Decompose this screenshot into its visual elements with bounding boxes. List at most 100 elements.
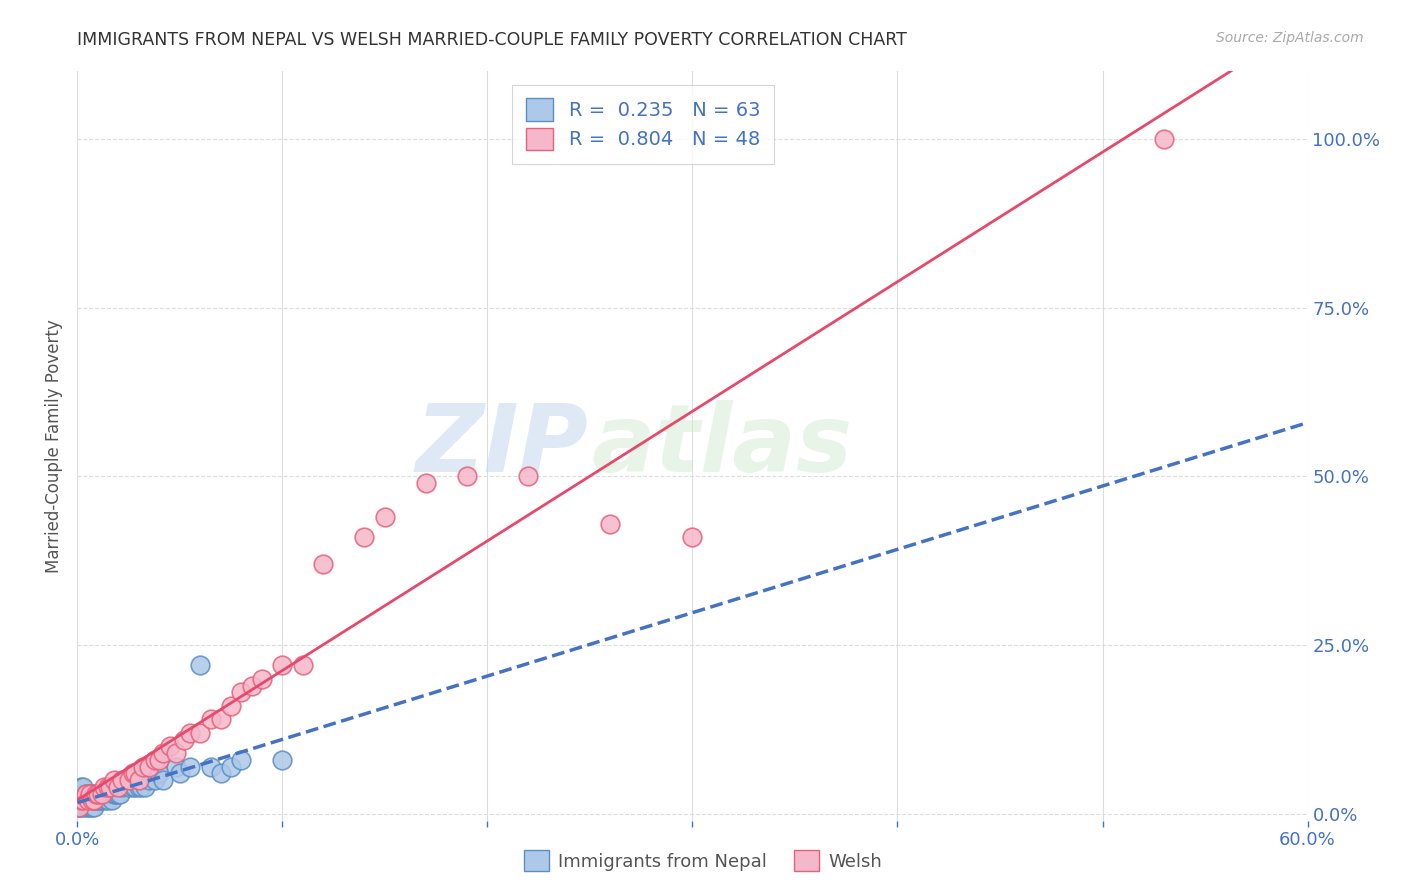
Point	[70, 780, 93, 794]
Point	[76, 800, 98, 814]
Point	[165, 746, 187, 760]
Point	[80, 787, 103, 801]
Point	[250, 672, 273, 686]
Point	[209, 712, 232, 726]
Point	[134, 780, 156, 794]
Point	[80, 793, 103, 807]
Point	[111, 773, 134, 788]
Point	[70, 793, 93, 807]
Point	[124, 780, 146, 794]
Point	[90, 787, 114, 801]
Point	[121, 780, 143, 794]
Text: atlas: atlas	[592, 400, 853, 492]
Point	[231, 753, 253, 767]
Point	[129, 780, 152, 794]
Point	[138, 759, 160, 773]
Point	[231, 685, 253, 699]
Point	[76, 787, 98, 801]
Point	[132, 759, 155, 773]
Point	[83, 800, 105, 814]
Text: Source: ZipAtlas.com: Source: ZipAtlas.com	[1216, 31, 1364, 45]
Point	[107, 780, 129, 794]
Point	[159, 739, 181, 754]
Point	[84, 793, 107, 807]
Point	[79, 800, 101, 814]
Point	[67, 793, 90, 807]
Point	[83, 793, 105, 807]
Point	[83, 793, 105, 807]
Point	[517, 469, 540, 483]
Point	[200, 759, 222, 773]
Point	[72, 787, 94, 801]
Point	[456, 469, 478, 483]
Point	[1153, 132, 1175, 146]
Point	[169, 766, 191, 780]
Point	[87, 787, 110, 801]
Point	[200, 712, 222, 726]
Text: IMMIGRANTS FROM NEPAL VS WELSH MARRIED-COUPLE FAMILY POVERTY CORRELATION CHART: IMMIGRANTS FROM NEPAL VS WELSH MARRIED-C…	[77, 31, 907, 49]
Point	[103, 787, 125, 801]
Point	[97, 793, 120, 807]
Point	[179, 726, 201, 740]
Point	[98, 787, 121, 801]
Point	[374, 509, 396, 524]
Point	[84, 787, 107, 801]
Point	[682, 530, 704, 544]
Point	[353, 530, 375, 544]
Point	[83, 787, 105, 801]
Point	[70, 793, 93, 807]
Text: ZIP: ZIP	[415, 400, 588, 492]
Point	[72, 793, 94, 807]
Point	[67, 787, 90, 801]
Point	[124, 766, 146, 780]
Point	[89, 793, 111, 807]
Point	[110, 787, 132, 801]
Point	[152, 773, 174, 788]
Point	[70, 787, 93, 801]
Point	[97, 787, 120, 801]
Point	[93, 780, 115, 794]
Point	[80, 800, 103, 814]
Point	[79, 787, 101, 801]
Point	[599, 516, 621, 531]
Point	[101, 793, 124, 807]
Point	[138, 773, 160, 788]
Point	[117, 773, 139, 788]
Legend: R =  0.235   N = 63, R =  0.804   N = 48: R = 0.235 N = 63, R = 0.804 N = 48	[513, 85, 773, 164]
Point	[75, 800, 97, 814]
Point	[79, 793, 101, 807]
Point	[84, 787, 107, 801]
Point	[105, 787, 128, 801]
Point	[165, 759, 187, 773]
Point	[312, 557, 335, 571]
Point	[76, 793, 98, 807]
Point	[103, 773, 125, 788]
Point	[219, 759, 242, 773]
Point	[128, 780, 150, 794]
Point	[70, 800, 93, 814]
Point	[271, 658, 294, 673]
Point	[67, 800, 90, 814]
Point	[107, 787, 129, 801]
Point	[148, 766, 170, 780]
Point	[72, 800, 94, 814]
Point	[87, 787, 110, 801]
Point	[121, 766, 143, 780]
Point	[143, 773, 166, 788]
Point	[93, 787, 115, 801]
Point	[79, 787, 101, 801]
Point	[291, 658, 314, 673]
Point	[148, 753, 170, 767]
Point	[111, 780, 134, 794]
Point	[90, 793, 114, 807]
Point	[173, 732, 195, 747]
Point	[179, 759, 201, 773]
Point	[97, 780, 120, 794]
Point	[90, 787, 114, 801]
Point	[72, 780, 94, 794]
Point	[240, 679, 263, 693]
Point	[415, 476, 437, 491]
Point	[143, 753, 166, 767]
Point	[75, 787, 97, 801]
Y-axis label: Married-Couple Family Poverty: Married-Couple Family Poverty	[45, 319, 63, 573]
